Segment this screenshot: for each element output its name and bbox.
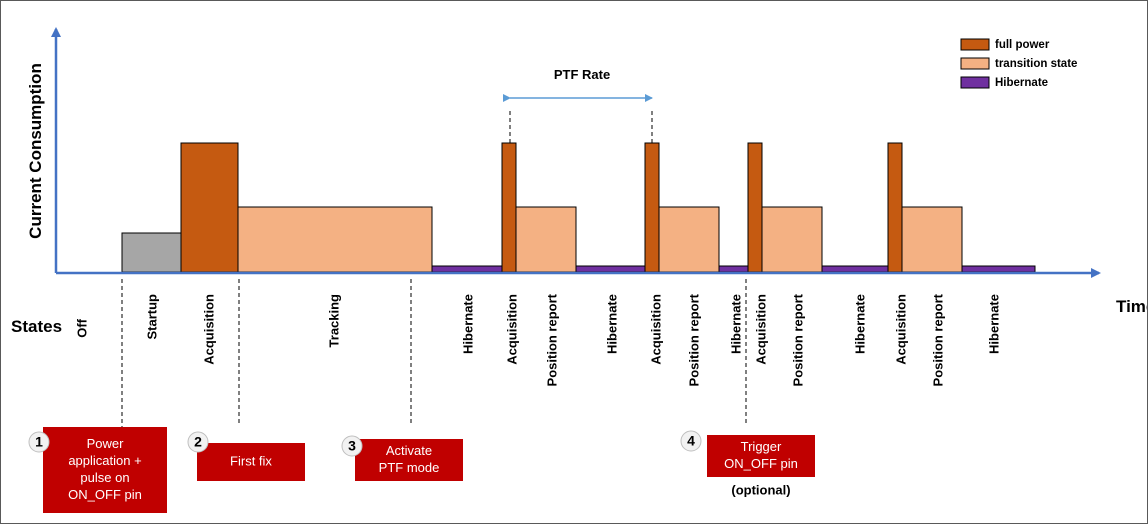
bar-hibernate [821, 265, 889, 273]
state-label: Hibernate [852, 294, 867, 354]
callout-text: First fix [230, 453, 272, 468]
callout-number-badge [187, 431, 209, 453]
state-label: Hibernate [986, 294, 1001, 354]
state-label: Tracking [326, 294, 341, 348]
callout-text: application + [68, 453, 141, 468]
state-label: Position report [544, 293, 559, 386]
legend-label: full power [995, 39, 1050, 51]
callout-text: Activate [386, 443, 432, 458]
state-label: Position report [686, 293, 701, 386]
callout-number-badge [28, 431, 50, 453]
state-label: Hibernate [728, 294, 743, 354]
state-label: Acquisition [893, 294, 908, 365]
callout-number: 1 [35, 434, 43, 450]
callout-2: First fix 2 [187, 431, 305, 481]
bar-transition [515, 206, 577, 273]
states-label: States [11, 317, 62, 336]
bar-transition [761, 206, 823, 273]
bar-full-power [644, 142, 660, 273]
callout-box [707, 435, 815, 477]
state-label: Position report [930, 293, 945, 386]
legend-swatch [960, 76, 990, 89]
ptf-rate-label: PTF Rate [554, 67, 610, 82]
callout-number: 4 [687, 433, 695, 449]
state-label: Acquisition [201, 294, 216, 365]
bar-hibernate [575, 265, 646, 273]
state-label: Acquisition [648, 294, 663, 365]
legend-label: transition state [995, 58, 1077, 70]
legend-label: Hibernate [995, 77, 1048, 89]
event-markers [121, 279, 747, 429]
callout-box [43, 427, 167, 513]
callout-box [197, 443, 305, 481]
legend: full power transition state Hibernate [960, 38, 1077, 89]
bar-transition [901, 206, 963, 273]
callout-number-badge [341, 435, 363, 457]
bar-startup [121, 232, 182, 273]
bar-transition [237, 206, 433, 273]
state-label: Acquisition [504, 294, 519, 365]
callout-text: Trigger [741, 439, 782, 454]
callout-text: ON_OFF pin [724, 456, 798, 471]
callout-1: Power application + pulse on ON_OFF pin 1 [28, 427, 167, 513]
bar-full-power [501, 142, 517, 273]
consumption-bars [121, 142, 1036, 273]
bar-transition [658, 206, 720, 273]
event-callouts: Power application + pulse on ON_OFF pin 1 Fir… [28, 427, 815, 513]
bar-hibernate [961, 265, 1036, 273]
x-axis-label: Time [1116, 297, 1147, 316]
bar-full-power [887, 142, 903, 273]
legend-swatch [960, 57, 990, 70]
state-label: Hibernate [604, 294, 619, 354]
callout-number: 3 [348, 438, 356, 454]
y-axis-label: Current Consumption [26, 63, 45, 239]
callout-4: Trigger ON_OFF pin (optional) 4 [680, 430, 815, 497]
callout-text: pulse on [80, 470, 129, 485]
state-labels: Off Startup Acquisition Tracking Hibernate Ac… [74, 293, 1001, 386]
bar-hibernate [431, 265, 503, 273]
bar-full-power [747, 142, 763, 273]
state-label: Off [74, 318, 89, 337]
callout-text: PTF mode [379, 460, 440, 475]
callout-text: Power [87, 436, 125, 451]
ptf-rate-indicator: PTF Rate [503, 67, 653, 143]
bar-hibernate [718, 265, 749, 273]
state-label: Hibernate [460, 294, 475, 354]
callout-number-badge [680, 430, 702, 452]
state-label: Acquisition [753, 294, 768, 365]
callout-note: (optional) [731, 482, 790, 497]
callout-3: Activate PTF mode 3 [341, 435, 463, 481]
state-label: Position report [790, 293, 805, 386]
legend-swatch [960, 38, 990, 51]
callout-number: 2 [194, 434, 202, 450]
state-label: Startup [144, 294, 159, 340]
bar-full-power [180, 142, 239, 273]
callout-box [355, 439, 463, 481]
callout-text: ON_OFF pin [68, 487, 142, 502]
